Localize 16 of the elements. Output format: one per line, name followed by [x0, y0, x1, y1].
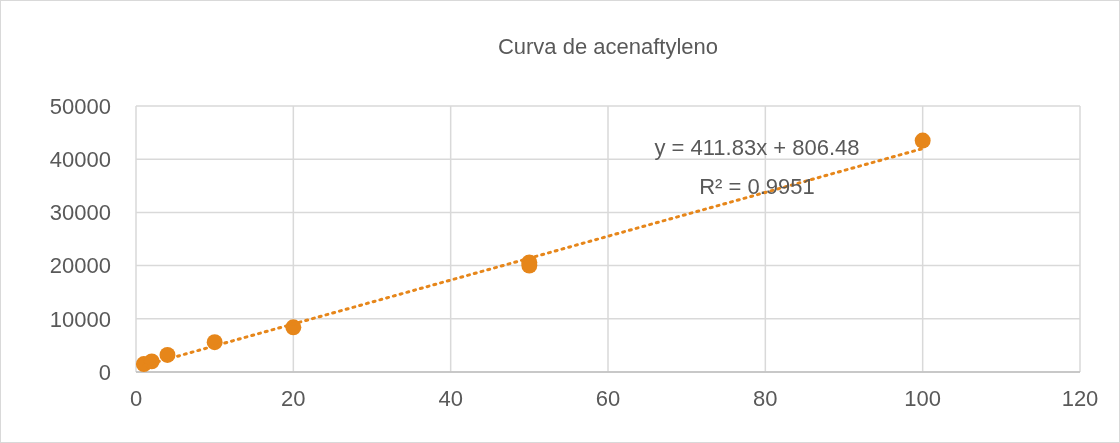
x-tick-label: 20	[281, 386, 306, 411]
y-tick-label: 50000	[49, 93, 111, 119]
y-tick-label: 40000	[49, 146, 111, 172]
x-tick-label: 40	[438, 386, 463, 411]
y-tick-label: 30000	[49, 200, 111, 226]
x-tick-label: 0	[129, 386, 143, 411]
chart-title: Curva de acenaftyleno	[497, 34, 719, 59]
x-tick-label: 80	[753, 386, 778, 411]
x-tick-label: 120	[1061, 386, 1099, 411]
y-tick-label: 0	[98, 359, 111, 385]
x-tick-label: 100	[904, 386, 942, 411]
annotation: y = 411.83x + 806.48	[654, 134, 860, 160]
point	[914, 132, 931, 149]
y-tick-label: 10000	[49, 306, 111, 332]
y-tick-label: 20000	[49, 253, 111, 279]
x-tick-label: 60	[595, 386, 621, 411]
